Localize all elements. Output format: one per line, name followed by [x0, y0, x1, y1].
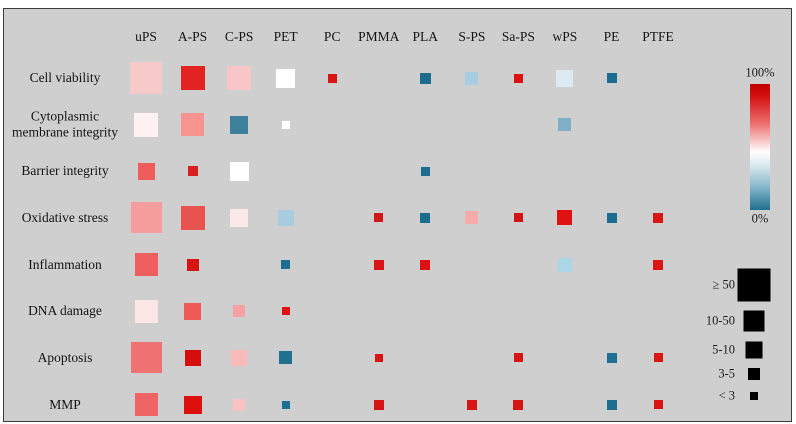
row-label: Oxidative stress	[21, 209, 109, 225]
matrix-cell	[134, 112, 158, 137]
matrix-cell	[233, 305, 246, 318]
matrix-cell	[277, 209, 294, 226]
matrix-cell	[420, 259, 431, 270]
matrix-cell	[134, 393, 158, 417]
matrix-cell	[513, 73, 523, 83]
matrix-cell	[420, 166, 430, 176]
matrix-cell	[130, 202, 162, 234]
column-header-pmma: PMMA	[358, 29, 400, 44]
matrix-cell	[130, 62, 162, 94]
row-label: MMP	[49, 396, 81, 412]
matrix-cell	[420, 212, 431, 223]
matrix-cell	[606, 399, 617, 410]
matrix-cell	[556, 69, 574, 87]
size-legend-label-5-10: 5-10	[712, 342, 735, 357]
matrix-cell	[466, 399, 477, 410]
row-label: Cytoplasmic membrane integrity	[11, 108, 119, 140]
column-header-sa-ps: Sa-PS	[501, 29, 535, 44]
matrix-cell	[558, 118, 572, 132]
matrix-cell	[281, 260, 291, 270]
matrix-cell	[231, 349, 248, 366]
matrix-cell	[653, 400, 663, 410]
column-header-ups: uPS	[135, 29, 157, 44]
matrix-cell	[279, 351, 293, 365]
matrix-cell	[180, 205, 205, 230]
matrix-cell	[373, 399, 384, 410]
matrix-cell	[187, 166, 198, 177]
matrix-cell	[281, 307, 290, 316]
size-legend-label-under3: < 3	[718, 388, 735, 403]
matrix-cell	[281, 400, 290, 409]
column-header-pet: PET	[273, 29, 298, 44]
matrix-cell	[465, 71, 479, 85]
matrix-cell	[374, 353, 383, 362]
matrix-cell	[606, 352, 617, 363]
matrix-cell	[130, 342, 162, 374]
matrix-cell	[233, 398, 246, 411]
matrix-cell	[373, 259, 384, 270]
size-legend-label-10-50: 10-50	[705, 313, 735, 328]
matrix-cell	[181, 113, 205, 137]
matrix-cell	[276, 68, 296, 88]
row-label: Cell viability	[29, 69, 101, 85]
size-legend-square-5-10	[745, 341, 763, 359]
matrix-cell	[230, 115, 249, 134]
row-label: DNA damage	[28, 303, 102, 319]
matrix-cell	[513, 399, 524, 410]
column-header-a-ps: A-PS	[177, 29, 208, 44]
matrix-cell	[134, 253, 158, 277]
matrix-cell	[184, 302, 202, 320]
matrix-cell	[606, 73, 617, 83]
matrix-cell	[653, 259, 664, 270]
column-header-ptfe: PTFE	[642, 29, 674, 44]
matrix-cell	[653, 212, 664, 223]
matrix-cell	[183, 395, 202, 414]
matrix-cell	[137, 162, 155, 180]
matrix-cell	[513, 213, 523, 223]
column-header-c-ps: C-PS	[224, 29, 254, 44]
column-header-pe: PE	[603, 29, 620, 44]
matrix-cell	[186, 258, 199, 271]
size-legend-label-3-5: 3-5	[718, 366, 735, 381]
row-label: Apoptosis	[37, 349, 93, 365]
column-header-pla: PLA	[412, 29, 439, 44]
size-legend-label-50plus: ≥ 50	[712, 277, 736, 292]
colorbar-gradient	[750, 84, 770, 210]
matrix-cell	[557, 210, 573, 226]
column-header-s-ps: S-PS	[458, 29, 486, 44]
size-legend-square-3-5	[748, 368, 760, 380]
matrix-cell	[513, 353, 523, 363]
row-label: Barrier integrity	[21, 163, 109, 179]
column-header-wps: wPS	[552, 29, 578, 44]
matrix-cell	[557, 257, 572, 272]
size-legend-square-under3	[750, 392, 758, 400]
matrix-cell	[465, 211, 479, 225]
size-legend-square-10-50	[743, 310, 765, 332]
colorbar-min-label: 0%	[751, 211, 769, 226]
size-legend-square-50plus	[737, 268, 771, 302]
matrix-cell	[653, 353, 663, 363]
matrix-cell	[227, 66, 252, 90]
matrix-cell	[419, 72, 431, 84]
matrix-cell	[606, 212, 617, 223]
row-label: Inflammation	[28, 256, 102, 272]
matrix-cell	[374, 213, 384, 223]
matrix-cell	[281, 120, 290, 129]
column-header-pc: PC	[323, 29, 341, 44]
matrix-cell	[180, 66, 205, 90]
matrix-cell	[134, 299, 158, 323]
matrix-cell	[327, 73, 337, 83]
matrix-cell	[184, 349, 201, 366]
matrix-cell	[229, 161, 249, 181]
matrix-cell	[230, 208, 249, 227]
colorbar-max-label: 100%	[745, 65, 775, 80]
